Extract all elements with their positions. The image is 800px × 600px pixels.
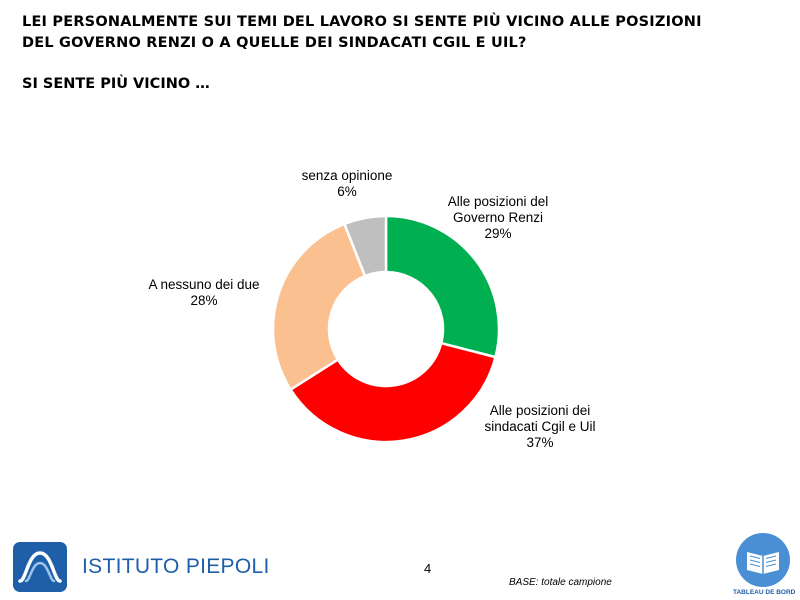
slice-label: Alle posizioni dei sindacati Cgil e Uil 37… xyxy=(484,403,595,450)
slice-name-label: senza opinione xyxy=(302,168,393,183)
title-line-1: LEI PERSONALMENTE SUI TEMI DEL LAVORO SI… xyxy=(22,14,702,30)
chart-subtitle: SI SENTE PIÙ VICINO … xyxy=(22,76,210,92)
slice-value-label: 28% xyxy=(190,293,217,308)
logo-text: ISTITUTO PIEPOLI xyxy=(82,555,270,578)
title-line-2: DEL GOVERNO RENZI O A QUELLE DEI SINDACA… xyxy=(22,35,527,51)
slice-label: Alle posizioni del Governo Renzi 29% xyxy=(448,194,549,241)
slice-name-label: Alle posizioni del xyxy=(448,194,549,209)
base-note: BASE: totale campione xyxy=(509,577,612,588)
donut-slice xyxy=(384,214,501,359)
slice-label: senza opinione 6% xyxy=(302,168,393,199)
tableau-de-bord-badge: TABLEAU DE BORD xyxy=(733,532,796,598)
donut-slice xyxy=(342,214,388,278)
slice-label: A nessuno dei due 28% xyxy=(148,277,259,308)
slice-name-label: A nessuno dei due xyxy=(148,277,259,292)
slice-name-label: Governo Renzi xyxy=(453,210,543,225)
slice-value-label: 29% xyxy=(484,226,511,241)
badge-text: TABLEAU DE BORD xyxy=(733,589,796,596)
slice-value-label: 6% xyxy=(337,184,357,199)
istituto-piepoli-logo: ISTITUTO PIEPOLI xyxy=(12,541,269,593)
slice-value-label: 37% xyxy=(526,435,553,450)
chart-title: LEI PERSONALMENTE SUI TEMI DEL LAVORO SI… xyxy=(22,12,782,54)
donut-slice xyxy=(271,222,367,392)
donut-slice xyxy=(288,341,497,444)
slice-name-label: Alle posizioni dei xyxy=(490,403,591,418)
piepoli-logo-icon xyxy=(13,542,67,592)
book-icon xyxy=(736,533,790,587)
page-number: 4 xyxy=(424,561,432,576)
slice-name-label: sindacati Cgil e Uil xyxy=(484,419,595,434)
